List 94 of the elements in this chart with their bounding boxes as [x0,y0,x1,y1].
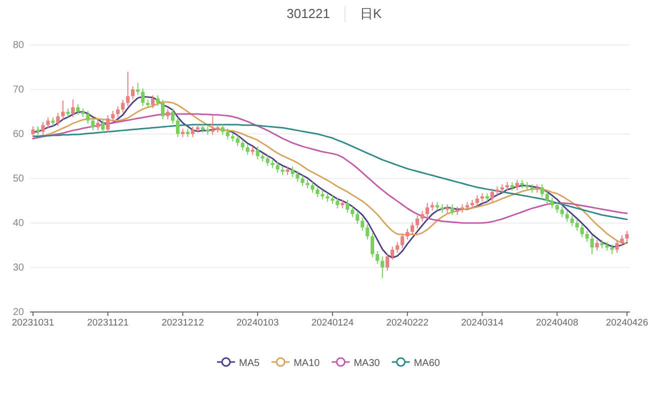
candlestick [620,234,624,247]
candlestick [336,197,340,209]
candlestick [580,224,584,238]
candlestick [370,232,374,258]
candlestick [416,214,420,229]
y-tick-label: 70 [12,84,24,96]
y-tick-label: 80 [12,40,24,52]
candlestick [236,134,240,147]
candlestick [400,232,404,249]
candlestick [570,214,574,227]
x-tick-label: 20240314 [461,318,504,329]
candlestick [515,179,519,192]
candlestick [410,222,414,236]
candlestick [475,194,480,207]
candlestick [545,190,549,204]
candlestick [390,246,394,260]
candlestick [376,250,380,264]
candlestick [276,162,280,174]
y-tick-label: 30 [12,262,24,274]
candlestick [266,154,270,167]
candlestick [210,116,214,136]
candlestick [350,206,354,218]
chart-subtitle: 日K [360,6,382,21]
chart-title: 301221 [286,6,330,21]
y-tick-label: 50 [12,174,24,185]
candlestick [31,126,35,138]
candlestick [610,244,614,255]
candlestick [380,256,384,279]
candlestick [256,146,260,160]
legend-label: MA5 [239,358,260,369]
candlestick [310,182,314,194]
candlestick [360,217,364,232]
candlestick [366,224,370,240]
candlestick [406,228,410,240]
x-tick-label: 20231212 [162,318,204,329]
legend-label: MA30 [354,358,380,369]
candlestick [490,188,494,202]
x-tick-label: 20240426 [606,318,648,329]
candlestick [316,186,320,198]
candlestick [96,119,100,131]
x-tick-label: 20240124 [311,318,354,329]
y-tick-label: 60 [12,129,24,140]
candlestick [240,139,244,151]
candlestick [116,106,120,118]
candlestick [290,166,294,178]
x-tick-label: 20240408 [536,318,578,329]
candlestick [170,108,175,124]
candlestick [91,117,95,131]
candlestick [121,99,125,114]
candlestick [220,124,224,136]
candlestick [151,94,155,109]
candlestick [560,206,564,218]
y-tick-label: 20 [12,307,24,318]
candlestick [141,88,145,106]
candlestick [555,202,559,214]
x-tick-label: 20231031 [12,318,54,329]
candlestick [540,184,544,198]
x-tick-label: 20240222 [386,318,429,329]
candlestick [56,112,60,126]
candlestick [41,121,45,136]
candlestick [71,98,75,118]
candlestick [585,230,589,242]
candlestick [420,210,424,222]
candlestick [296,170,300,182]
candlestick [625,230,629,242]
x-tick-label: 20240103 [236,318,279,329]
candlestick [246,144,250,156]
candlestick [111,110,115,122]
candlestick [46,117,50,129]
candlestick [450,204,454,216]
candlestick [131,86,135,100]
candlestick [101,119,105,134]
y-tick-label: 40 [12,218,24,230]
candlestick [356,210,360,224]
candlestick [615,239,619,254]
candlestick [76,104,80,116]
legend-label: MA10 [294,358,320,369]
candlestick [160,99,165,120]
candlestick [126,71,130,106]
candlestick [300,174,304,187]
candlestick [426,202,430,218]
candlestick [595,239,599,252]
candlestick [86,110,90,124]
candlestick [156,94,160,106]
candlestick [190,126,195,138]
candlestick [565,210,569,222]
candlestick [346,199,350,214]
legend-label: MA60 [414,358,440,369]
candlestick [590,234,594,255]
candlestick [386,252,390,272]
candlestick [106,114,110,134]
x-tick-label: 20231121 [87,318,129,329]
candlestick [176,117,180,138]
candlestick [575,219,579,232]
